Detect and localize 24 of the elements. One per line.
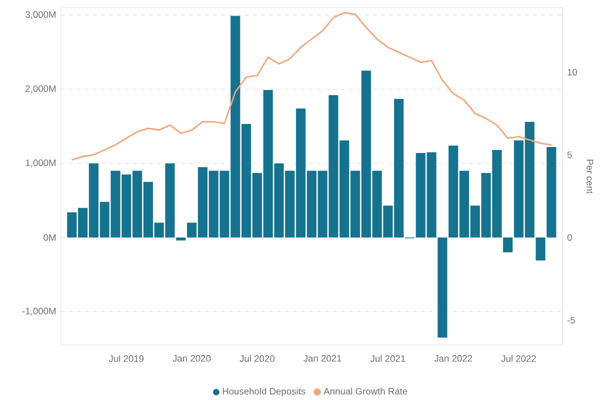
y2-tick-label: 0 xyxy=(567,234,572,241)
x-tick-label: Jul 2022 xyxy=(501,355,536,362)
y-tick-label: 1,000M xyxy=(26,160,56,168)
y2-axis-title: Per cent xyxy=(586,160,594,194)
y-tick-label: 0M xyxy=(44,234,56,241)
y2-tick-label: -5 xyxy=(567,316,575,324)
x-tick-label: Jan 2021 xyxy=(304,355,342,362)
x-tick-label: Jan 2022 xyxy=(434,355,472,362)
y-tick-label: 3,000M xyxy=(26,11,56,19)
legend-label: Annual Growth Rate xyxy=(324,388,408,395)
y-tick-label: -1,000M xyxy=(22,308,56,316)
x-tick-label: Jan 2020 xyxy=(172,355,211,362)
y-tick-label: 2,000M xyxy=(26,85,56,94)
bar xyxy=(503,237,513,252)
y2-tick-label: 10 xyxy=(568,68,578,76)
bar xyxy=(546,147,556,238)
y2-tick-label: 5 xyxy=(567,152,572,158)
legend-label: Household Deposits xyxy=(222,388,306,396)
bar xyxy=(536,237,546,260)
x-tick-label: Jul 2019 xyxy=(108,355,144,362)
bar xyxy=(176,237,186,240)
bar xyxy=(438,237,448,338)
x-tick-label: Jul 2021 xyxy=(370,355,406,362)
x-tick-label: Jul 2020 xyxy=(240,355,274,362)
